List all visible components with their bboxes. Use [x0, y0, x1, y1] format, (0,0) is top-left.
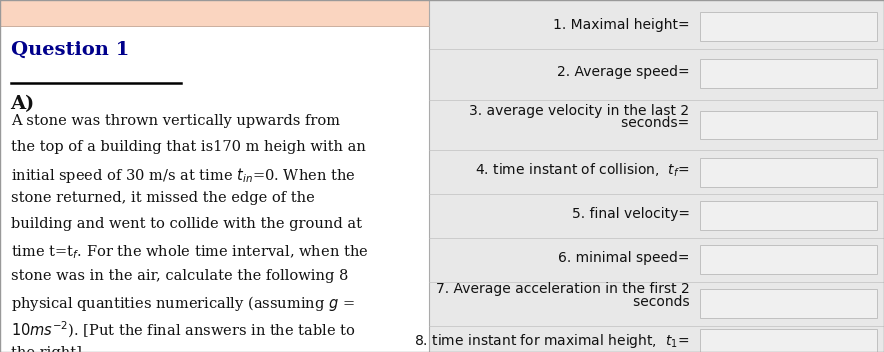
Text: 4. time instant of collision,  $t_f$=: 4. time instant of collision, $t_f$=	[476, 162, 690, 180]
Text: stone was in the air, calculate the following 8: stone was in the air, calculate the foll…	[11, 269, 348, 283]
Text: building and went to collide with the ground at: building and went to collide with the gr…	[11, 217, 362, 231]
Text: 3. average velocity in the last 2: 3. average velocity in the last 2	[469, 104, 690, 118]
Bar	[0, 0, 429, 352]
Text: A stone was thrown vertically upwards from: A stone was thrown vertically upwards fr…	[11, 114, 339, 128]
Text: seconds: seconds	[620, 295, 690, 309]
Text: time t=t$_f$. For the whole time interval, when the: time t=t$_f$. For the whole time interva…	[11, 243, 368, 260]
Text: physical quantities numerically (assuming $g$ =: physical quantities numerically (assumin…	[11, 294, 354, 313]
Bar	[0, 0, 429, 26]
Bar	[700, 111, 877, 139]
Bar	[700, 158, 877, 187]
Bar	[700, 59, 877, 88]
Bar	[700, 289, 877, 318]
Bar	[429, 0, 884, 352]
Text: A): A)	[11, 95, 34, 113]
Text: seconds=: seconds=	[608, 116, 690, 130]
Bar	[700, 201, 877, 230]
Text: 8. time instant for maximal height,  $t_1$=: 8. time instant for maximal height, $t_1…	[415, 332, 690, 351]
Bar	[700, 329, 877, 352]
Text: initial speed of 30 m/s at time $t_{in}$=0. When the: initial speed of 30 m/s at time $t_{in}$…	[11, 166, 355, 185]
Text: 6. minimal speed=: 6. minimal speed=	[558, 251, 690, 265]
Text: the right]: the right]	[11, 346, 81, 352]
Bar	[700, 245, 877, 274]
Text: 5. final velocity=: 5. final velocity=	[572, 207, 690, 221]
Text: 1. Maximal height=: 1. Maximal height=	[552, 18, 690, 32]
Text: 7. Average acceleration in the first 2: 7. Average acceleration in the first 2	[436, 282, 690, 296]
Text: Question 1: Question 1	[11, 40, 129, 58]
Text: stone returned, it missed the edge of the: stone returned, it missed the edge of th…	[11, 191, 315, 206]
Text: $\mathit{10ms}^{-2}$). [Put the final answers in the table to: $\mathit{10ms}^{-2}$). [Put the final an…	[11, 320, 355, 340]
Text: the top of a building that is170 m heigh with an: the top of a building that is170 m heigh…	[11, 140, 365, 154]
Bar	[700, 12, 877, 41]
Text: 2. Average speed=: 2. Average speed=	[557, 65, 690, 79]
